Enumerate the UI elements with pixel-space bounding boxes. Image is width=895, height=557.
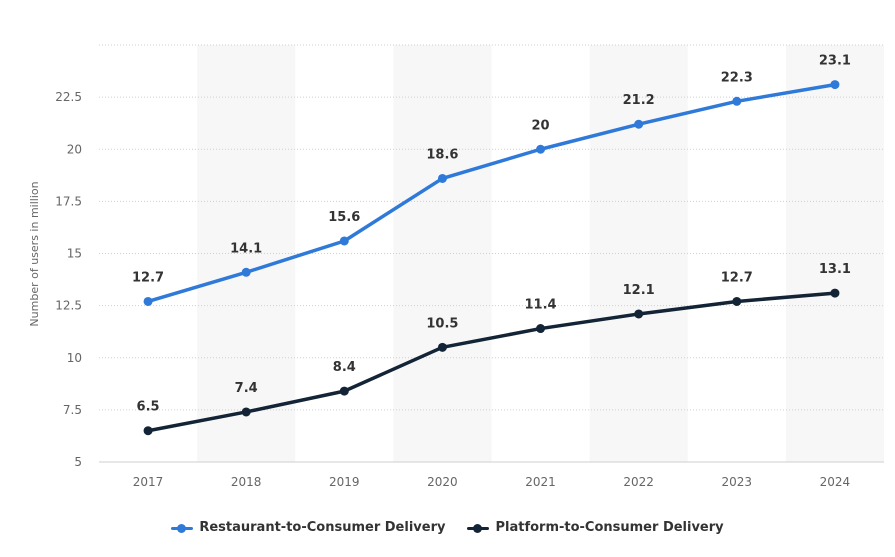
x-tick-label: 2023 [722, 475, 753, 489]
legend: Restaurant-to-Consumer Delivery Platform… [0, 520, 895, 535]
column-bands [197, 45, 884, 462]
data-point [339, 236, 349, 246]
data-point [241, 267, 251, 277]
series-line-1 [146, 291, 837, 433]
series-line-0 [146, 82, 837, 304]
series-lines [146, 82, 837, 433]
y-tick-label: 22.5 [55, 90, 82, 104]
x-tick-label: 2018 [231, 475, 262, 489]
data-point [732, 296, 742, 306]
data-point [536, 144, 546, 154]
data-label: 23.1 [819, 54, 851, 69]
data-label: 14.1 [230, 241, 262, 256]
data-point [732, 96, 742, 106]
data-label: 7.4 [235, 381, 258, 396]
data-point [437, 173, 447, 183]
data-label: 12.1 [623, 283, 655, 298]
data-point [634, 309, 644, 319]
data-label: 12.7 [132, 270, 164, 285]
column-band [393, 45, 492, 462]
y-tick-label: 10 [67, 351, 82, 365]
data-label: 20 [532, 118, 550, 133]
legend-swatch-platform [467, 521, 490, 535]
data-label: 22.3 [721, 70, 753, 85]
series-points [143, 80, 840, 436]
data-point [830, 288, 840, 298]
data-label: 15.6 [328, 210, 360, 225]
data-point [143, 426, 153, 436]
y-tick-label: 20 [67, 142, 82, 156]
data-label: 10.5 [426, 316, 458, 331]
data-point [830, 80, 840, 90]
legend-label-platform: Platform-to-Consumer Delivery [495, 520, 724, 535]
x-tick-label: 2022 [623, 475, 654, 489]
legend-label-restaurant: Restaurant-to-Consumer Delivery [199, 520, 446, 535]
x-tick-label: 2024 [820, 475, 851, 489]
data-point [143, 296, 153, 306]
data-label: 6.5 [137, 400, 160, 415]
data-label: 21.2 [623, 93, 655, 108]
data-label: 13.1 [819, 262, 851, 277]
legend-swatch-restaurant [171, 521, 194, 535]
y-tick-label: 15 [67, 247, 82, 261]
data-label: 11.4 [525, 298, 557, 313]
x-tick-label: 2019 [329, 475, 360, 489]
data-labels: 12.7 14.1 15.6 18.6 20 21.2 22.3 23.1 6.5 7.4 8.4 1… [132, 54, 851, 415]
y-tick-label: 5 [74, 455, 82, 469]
legend-item-restaurant[interactable]: Restaurant-to-Consumer Delivery [171, 520, 445, 535]
data-point [536, 324, 546, 334]
x-tick-label: 2021 [525, 475, 556, 489]
y-tick-label: 12.5 [55, 299, 82, 313]
x-axis-ticks: 2017 2018 2019 2020 2021 2022 2023 2024 [133, 475, 850, 489]
y-axis-label: Number of users in million [28, 181, 41, 326]
data-label: 8.4 [333, 360, 356, 375]
data-point [634, 119, 644, 129]
x-tick-label: 2020 [427, 475, 458, 489]
data-label: 12.7 [721, 270, 753, 285]
data-label: 18.6 [426, 147, 458, 162]
data-point [241, 407, 251, 417]
column-band [589, 45, 688, 462]
y-axis-ticks: 5 7.5 10 12.5 15 17.5 20 22.5 [55, 90, 82, 469]
data-point [437, 342, 447, 352]
data-point [339, 386, 349, 396]
legend-item-platform[interactable]: Platform-to-Consumer Delivery [467, 520, 724, 535]
y-tick-label: 17.5 [55, 194, 82, 208]
y-tick-label: 7.5 [63, 403, 82, 417]
x-tick-label: 2017 [133, 475, 164, 489]
